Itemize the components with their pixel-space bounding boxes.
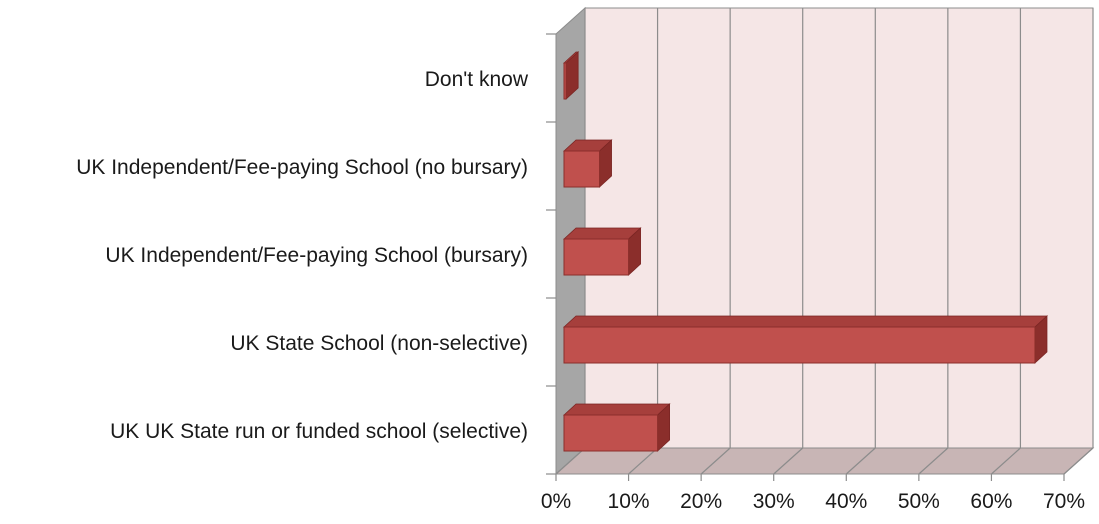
- category-label: UK Independent/Fee-paying School (no bur…: [76, 156, 528, 179]
- category-label: Don't know: [425, 68, 529, 91]
- bar-front: [563, 326, 1036, 364]
- bar: [562, 315, 1048, 364]
- chart-walls: [554, 6, 1095, 476]
- floor-gridline: [845, 447, 876, 475]
- category-label: UK UK State run or funded school (select…: [110, 420, 528, 443]
- x-tick-label: 20%: [680, 490, 722, 513]
- x-tick-label: 0%: [541, 490, 571, 513]
- bar: [562, 139, 613, 188]
- x-tick-label: 60%: [970, 490, 1012, 513]
- bar-front: [563, 414, 659, 452]
- bar-top: [562, 227, 642, 240]
- bars: [562, 51, 1048, 452]
- back-wall: [584, 7, 1094, 449]
- floor-gridline: [991, 447, 1021, 475]
- bar: [562, 227, 642, 276]
- x-axis-labels: 0% 10% 20% 30% 40% 50% 60% 70%: [541, 490, 1085, 513]
- floor: [554, 447, 1095, 475]
- bar: [562, 51, 580, 100]
- floor-gridline: [555, 447, 586, 475]
- x-tick-label: 30%: [753, 490, 795, 513]
- x-tick-label: 10%: [608, 490, 650, 513]
- floor-gridline: [700, 447, 731, 475]
- x-tick-label: 70%: [1043, 490, 1085, 513]
- bar-top: [562, 403, 671, 416]
- bar-top: [562, 315, 1048, 328]
- bar: [562, 403, 671, 452]
- bar-front: [563, 62, 567, 100]
- floor-gridline: [628, 447, 658, 475]
- category-label: UK Independent/Fee-paying School (bursar…: [105, 244, 528, 267]
- floor-gridline: [918, 447, 949, 475]
- category-labels: UK UK State run or funded school (select…: [76, 68, 529, 443]
- category-label: UK State School (non-selective): [230, 332, 528, 355]
- bar-front: [563, 150, 601, 188]
- x-tick-label: 40%: [825, 490, 867, 513]
- axis-ticks: [546, 33, 1065, 481]
- bar-front: [563, 238, 630, 276]
- x-tick-label: 50%: [898, 490, 940, 513]
- floor-gridline: [1063, 447, 1094, 475]
- floor-gridline: [773, 447, 804, 475]
